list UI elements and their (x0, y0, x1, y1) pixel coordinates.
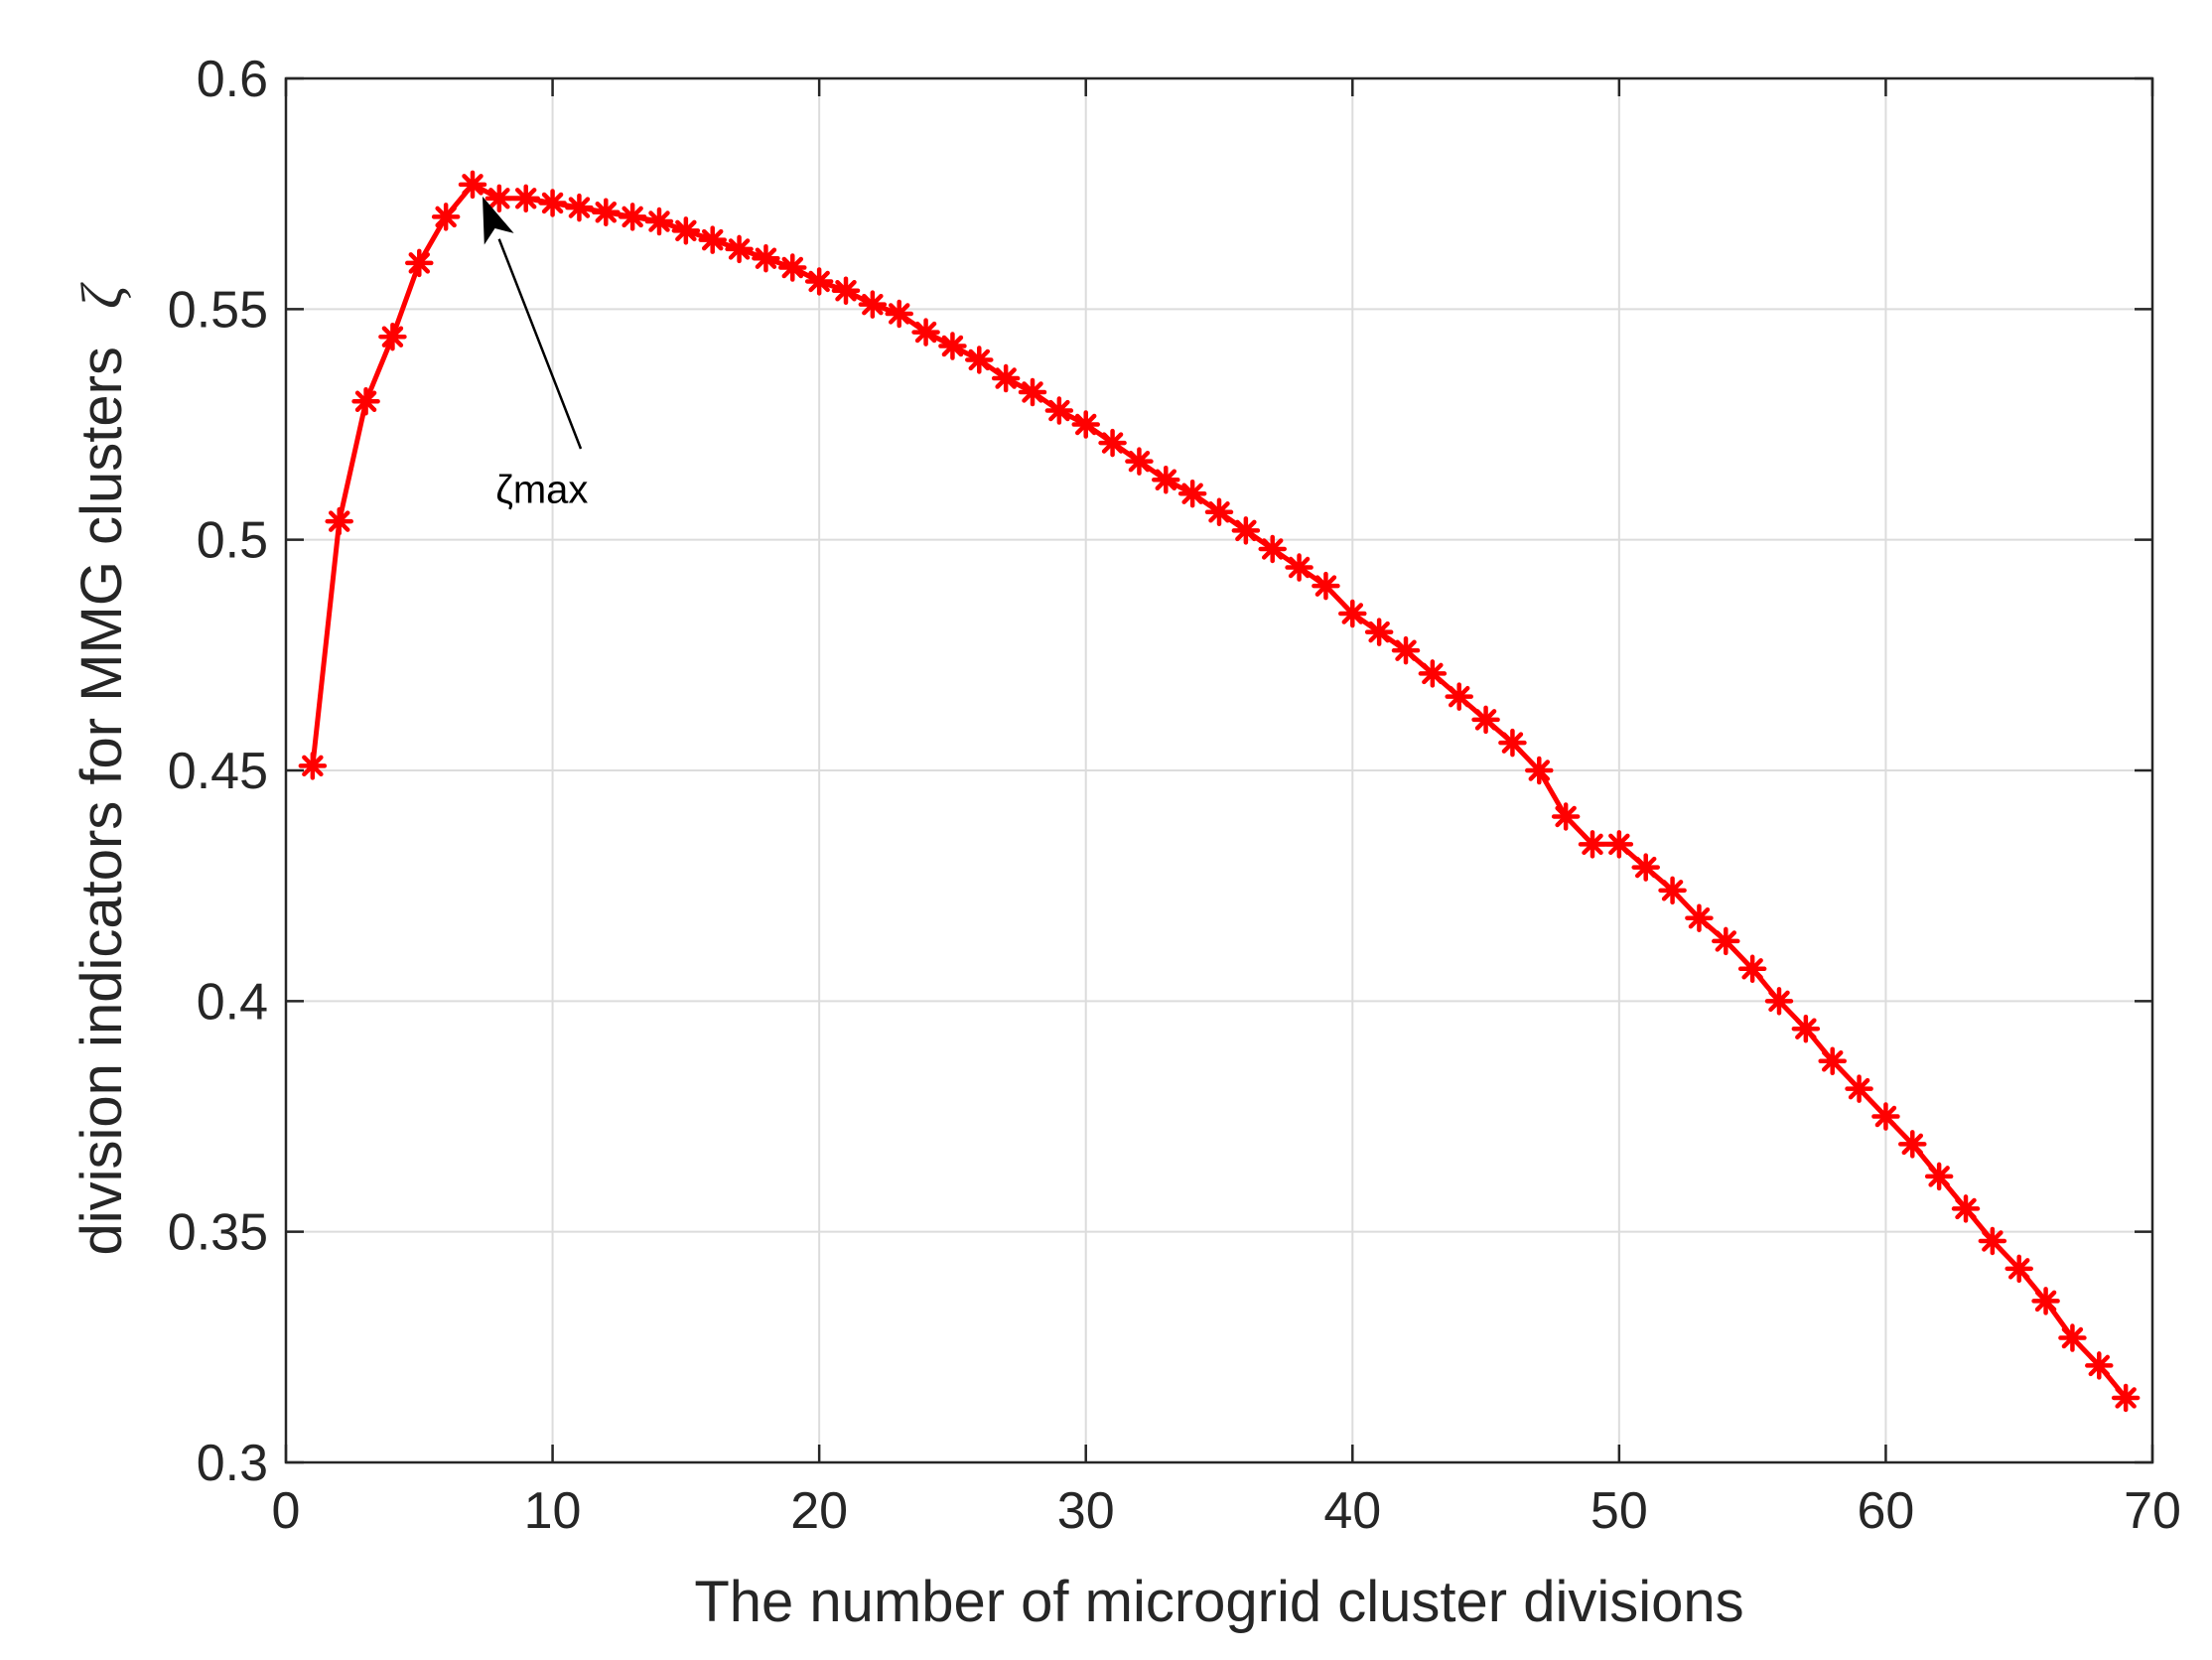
data-point-marker (1871, 1102, 1900, 1131)
x-tick-label: 60 (1858, 1482, 1915, 1540)
data-point-marker (405, 248, 434, 278)
data-point-marker (804, 267, 834, 296)
y-tick-label: 0.35 (168, 1204, 268, 1262)
y-tick-label: 0.55 (168, 281, 268, 339)
data-point-marker (752, 243, 780, 273)
data-point-marker (1338, 599, 1367, 628)
data-point-marker (1231, 516, 1261, 545)
annotation-arrow-head (483, 196, 514, 245)
data-point-marker (618, 203, 647, 231)
data-point-marker (1018, 377, 1047, 407)
y-axis-label-symbol: ζ (69, 282, 134, 309)
data-point-marker (644, 207, 674, 236)
data-point-marker (938, 332, 967, 360)
x-tick-label: 70 (2124, 1482, 2181, 1540)
axes: 0 10 20 30 40 50 60 70 0.3 0.35 0.4 0.45 0.5 0.55 0.6 (168, 51, 2181, 1540)
data-point-marker (911, 318, 940, 346)
data-point-marker (1818, 1046, 1847, 1075)
data-point-marker (1791, 1014, 1821, 1043)
annotation-arrow-shaft (497, 238, 583, 450)
x-tick-label: 50 (1590, 1482, 1648, 1540)
y-tick-label: 0.4 (197, 973, 268, 1031)
data-point-marker (1604, 830, 1634, 859)
data-point-marker (1312, 571, 1340, 601)
data-point-marker (2031, 1287, 2060, 1315)
y-axis-label: division indicators for MMG clusters ζ (69, 282, 134, 1256)
x-axis-label: The number of microgrid cluster division… (694, 1570, 1743, 1634)
data-point-marker (991, 363, 1021, 393)
data-point-marker (565, 193, 594, 222)
data-point-marker (1898, 1130, 1927, 1159)
x-tick-label: 40 (1323, 1482, 1381, 1540)
data-point-marker (1712, 926, 1740, 956)
data-point-marker (484, 184, 514, 213)
data-point-marker (1551, 802, 1581, 831)
x-tick-label: 0 (272, 1482, 301, 1540)
data-point-marker (1764, 987, 1794, 1016)
data-point-marker (1978, 1226, 2007, 1256)
y-axis-label-text: division indicators for MMG clusters (69, 346, 134, 1255)
data-point-marker (1631, 853, 1660, 882)
data-point-marker (1204, 497, 1234, 527)
annotation: ζmax (483, 196, 588, 512)
data-point-marker (431, 203, 461, 231)
data-point-marker (2111, 1383, 2141, 1413)
data-point-marker (1098, 428, 1127, 458)
data-point-marker (1951, 1194, 1981, 1223)
data-point-marker (1525, 756, 1554, 785)
data-point-marker (725, 234, 754, 264)
data-point-marker (1737, 954, 1767, 984)
data-point-marker (778, 253, 807, 282)
data-point-marker (511, 184, 540, 213)
data-point-marker (2085, 1351, 2114, 1380)
data-point-marker (1258, 534, 1287, 564)
x-tick-label: 10 (524, 1482, 582, 1540)
data-point-marker (1924, 1162, 1954, 1191)
data-point-marker (1125, 447, 1154, 476)
grid-lines (286, 78, 2152, 1462)
data-point-marker (1445, 682, 1473, 711)
data-point-marker (2005, 1254, 2033, 1284)
y-tick-label: 0.3 (197, 1435, 268, 1492)
y-tick-label: 0.5 (197, 512, 268, 570)
data-point-marker (858, 290, 888, 319)
y-tick-label: 0.45 (168, 743, 268, 800)
data-point-marker (378, 322, 407, 351)
data-point-marker (298, 752, 328, 780)
data-point-marker (325, 506, 353, 536)
data-point-marker (1498, 728, 1527, 758)
data-point-marker (885, 299, 913, 329)
data-point-marker (1285, 553, 1313, 582)
axis-labels: The number of microgrid cluster division… (69, 282, 1744, 1634)
data-point-marker (538, 189, 567, 217)
data-point-marker (1685, 903, 1714, 932)
data-point-marker (1845, 1074, 1873, 1103)
data-point-marker (671, 216, 701, 245)
data-point-marker (1177, 479, 1207, 508)
data-point-marker (1578, 830, 1607, 859)
x-tick-label: 30 (1057, 1482, 1115, 1540)
data-point-marker (458, 170, 487, 200)
data-point-marker (1152, 466, 1180, 494)
data-point-marker (698, 225, 727, 254)
data-series (298, 170, 2141, 1413)
data-point-marker (1364, 618, 1394, 646)
data-point-marker (2058, 1323, 2087, 1352)
data-point-marker (1071, 410, 1100, 439)
data-point-marker (831, 276, 861, 305)
data-point-marker (1418, 659, 1448, 688)
x-tick-label: 20 (790, 1482, 848, 1540)
data-point-marker (592, 198, 621, 227)
annotation-label: ζmax (495, 469, 588, 512)
data-point-marker (965, 346, 994, 374)
data-point-marker (351, 387, 380, 416)
data-point-marker (1391, 635, 1421, 665)
data-point-marker (1658, 876, 1687, 905)
data-point-marker (1044, 396, 1074, 425)
data-point-marker (1471, 705, 1500, 735)
y-tick-label: 0.6 (197, 51, 268, 108)
